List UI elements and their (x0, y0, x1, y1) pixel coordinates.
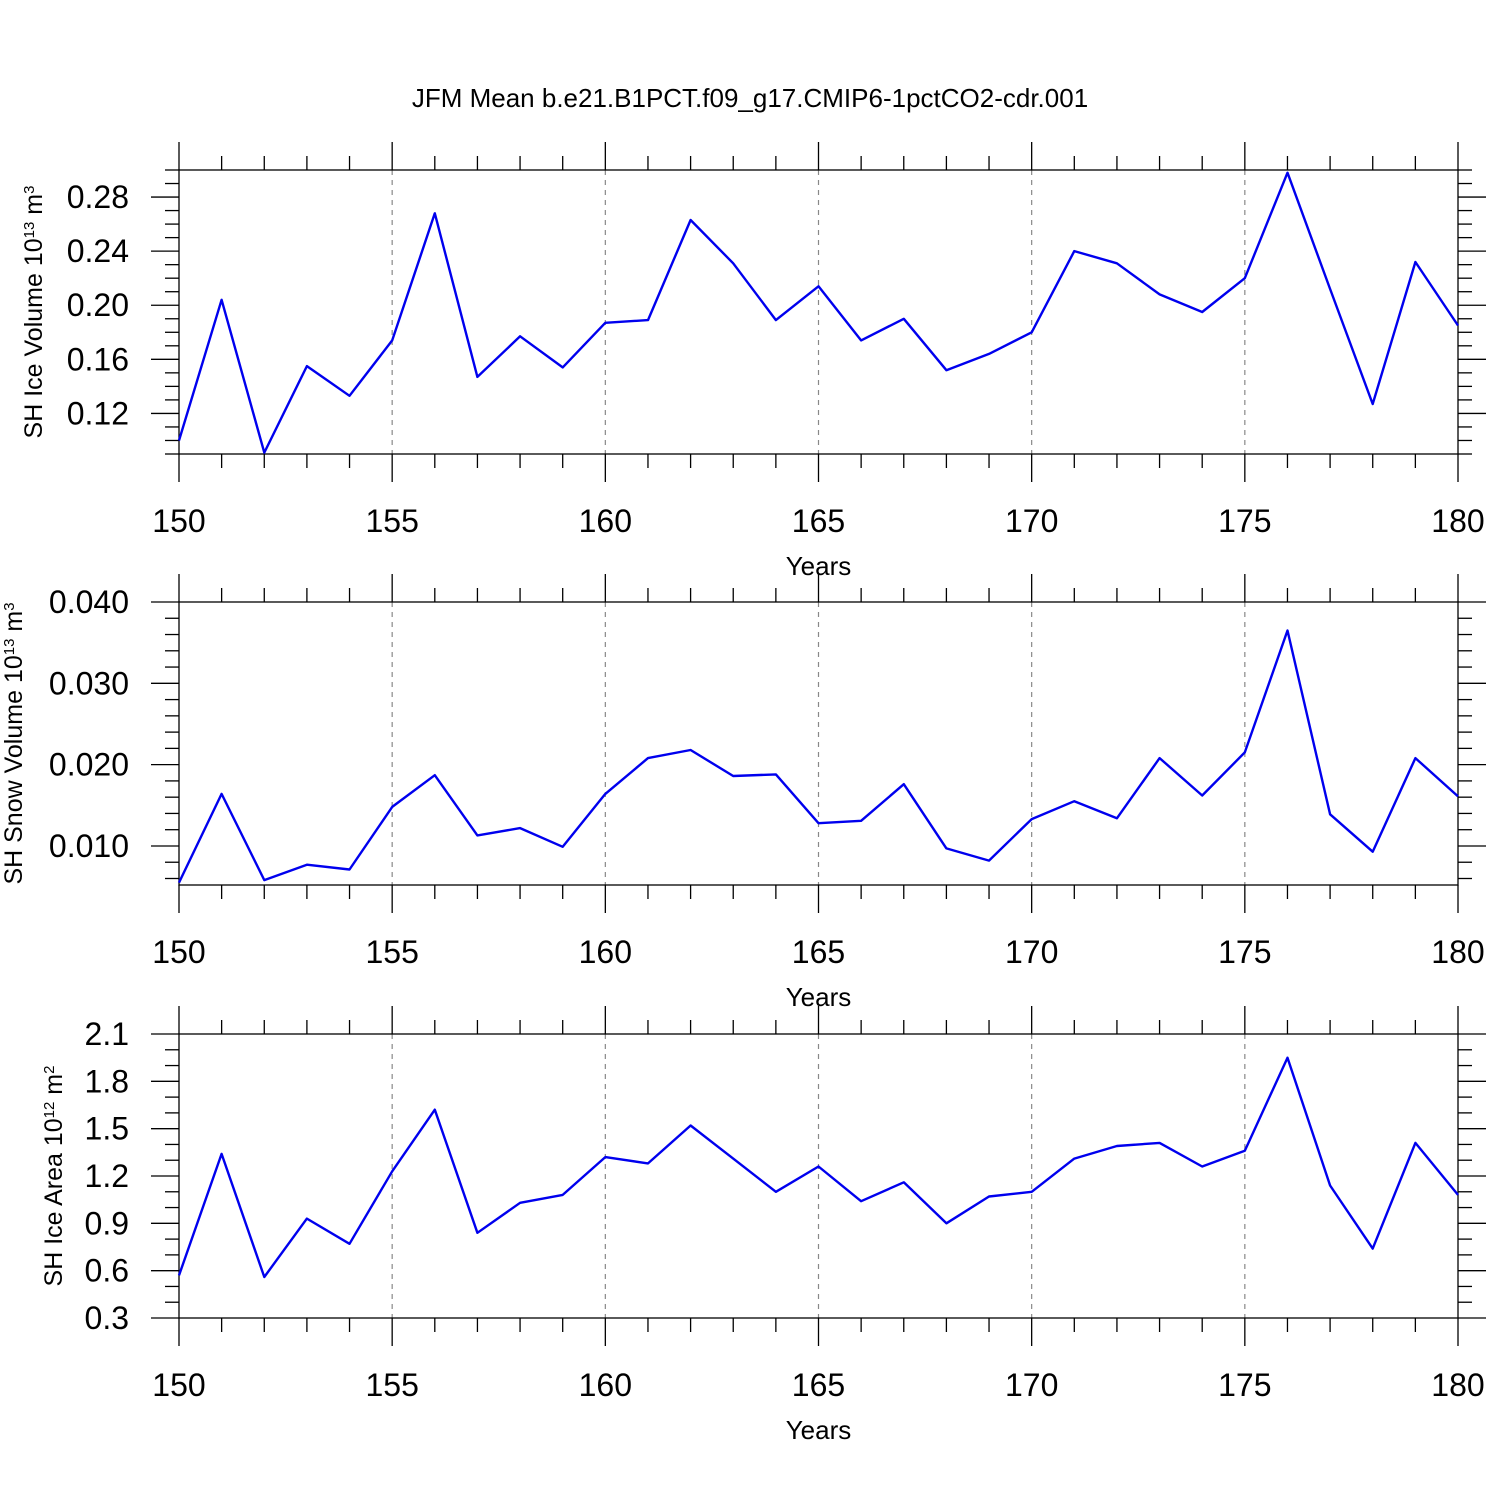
x-tick-label: 175 (1218, 934, 1271, 970)
y-axis-label: SH Ice Volume 1013 m3 (20, 186, 48, 439)
y-tick-label: 1.2 (85, 1158, 129, 1194)
y-tick-label: 0.030 (49, 665, 129, 701)
x-tick-label: 155 (365, 1367, 418, 1403)
y-tick-label: 0.24 (67, 233, 129, 269)
y-tick-label: 0.6 (85, 1253, 129, 1289)
y-axis-label-text: m (40, 1074, 68, 1102)
y-axis-label-superscript: 3 (1, 602, 18, 610)
y-tick-label: 0.9 (85, 1205, 129, 1241)
y-axis-label-superscript: 2 (41, 1066, 58, 1074)
x-tick-label: 170 (1005, 503, 1058, 539)
x-tick-label: 155 (365, 503, 418, 539)
y-axis-label-text: SH Ice Volume 10 (20, 238, 48, 438)
y-axis-label: SH Snow Volume 1013 m3 (0, 602, 28, 884)
x-tick-label: 175 (1218, 1367, 1271, 1403)
y-axis-label-text: SH Snow Volume 10 (0, 655, 28, 884)
y-axis-label-superscript: 12 (41, 1102, 58, 1119)
y-tick-label: 1.8 (85, 1063, 129, 1099)
y-tick-label: 0.20 (67, 287, 129, 323)
x-tick-label: 165 (792, 1367, 845, 1403)
x-axis-label: Years (786, 1415, 852, 1445)
y-tick-label: 0.28 (67, 179, 129, 215)
x-tick-label: 180 (1431, 503, 1484, 539)
x-tick-label: 180 (1431, 1367, 1484, 1403)
x-tick-label: 150 (152, 934, 205, 970)
panel-1: 150 155 160 165 170 175 180Years0.120.160.200.… (20, 142, 1486, 581)
y-tick-label: 0.16 (67, 341, 129, 377)
y-axis-label: SH Ice Area 1012 m2 (40, 1066, 68, 1287)
x-tick-label: 160 (579, 503, 632, 539)
panels: 150 155 160 165 170 175 180 Years 0.12 0.16 0.20 0.… (0, 142, 1486, 1445)
series-line (177, 1056, 1459, 1279)
x-tick-label: 175 (1218, 503, 1271, 539)
x-tick-label: 150 (152, 1367, 205, 1403)
y-tick-label: 1.5 (85, 1111, 129, 1147)
x-tick-label: 165 (792, 503, 845, 539)
y-axis-label-text: m (20, 194, 48, 222)
y-tick-label: 0.010 (49, 828, 129, 864)
y-tick-label: 0.3 (85, 1300, 129, 1336)
y-axis-label-superscript: 3 (21, 186, 38, 194)
y-axis-label-superscript: 13 (21, 222, 38, 239)
y-tick-label: 2.1 (85, 1016, 129, 1052)
panel-3: 150 155 160 165 170 175 180 Years 0.3 0.6 0.9 1.2 1.… (40, 1006, 1486, 1445)
x-tick-label: 180 (1431, 934, 1484, 970)
x-tick-label: 170 (1005, 1367, 1058, 1403)
panel-2: 150 155 160 165 170 175 180Years0.0100.0200.03… (0, 574, 1486, 1012)
x-tick-label: 150 (152, 503, 205, 539)
x-tick-label: 160 (579, 1367, 632, 1403)
x-tick-label: 170 (1005, 934, 1058, 970)
x-tick-label: 160 (579, 934, 632, 970)
x-tick-label: 165 (792, 934, 845, 970)
chart-title: JFM Mean b.e21.B1PCT.f09_g17.CMIP6-1pctC… (412, 83, 1088, 113)
y-tick-label: 0.020 (49, 747, 129, 783)
y-axis-label-text: SH Ice Area 10 (40, 1118, 68, 1286)
x-tick-label: 155 (365, 934, 418, 970)
y-tick-label: 0.12 (67, 395, 129, 431)
y-axis-label-superscript: 13 (1, 639, 18, 656)
y-axis-label-text: m (0, 611, 28, 639)
y-tick-label: 0.040 (49, 584, 129, 620)
